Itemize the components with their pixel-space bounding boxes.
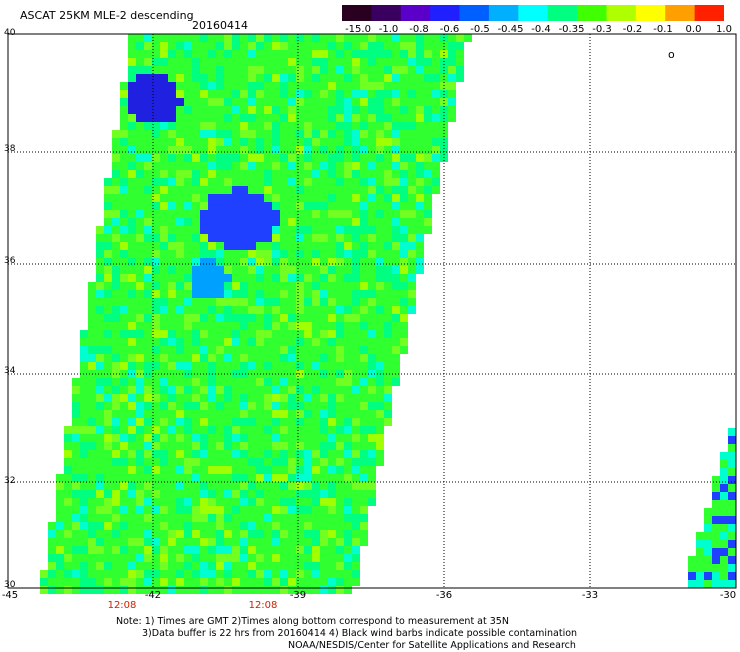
lon-label-45: -45 — [1, 590, 19, 601]
time-label-2: 12:08 — [248, 600, 278, 611]
grid-lines — [8, 34, 736, 588]
data-swath — [40, 34, 736, 594]
colorbar-tick-label: 1.0 — [716, 24, 732, 35]
colorbar-tick-label: -0.4 — [531, 24, 551, 35]
colorbar-tick-label: -0.5 — [470, 24, 490, 35]
colorbar-segment — [459, 5, 490, 21]
colorbar-segment — [694, 5, 724, 21]
map-frame — [7, 33, 737, 589]
colorbar-tick-label: -0.2 — [622, 24, 643, 35]
lon-label-30: -30 — [719, 590, 737, 601]
lat-label-32: 32 — [4, 476, 16, 486]
colorbar-segment — [400, 5, 431, 21]
lat-label-40: 40 — [4, 28, 16, 38]
colorbar-tick-label: -15.0 — [345, 24, 371, 35]
colorbar-tick-label: -0.45 — [497, 24, 524, 35]
map-title: ASCAT 25KM MLE-2 descending — [20, 9, 194, 22]
note-line-1: Note: 1) Times are GMT 2)Times along bot… — [116, 616, 509, 627]
lat-label-30: 30 — [4, 580, 16, 590]
colorbar-segment — [635, 5, 666, 21]
colorbar-segment — [577, 5, 607, 21]
colorbar-tick-label: -0.35 — [558, 24, 585, 35]
lon-label-39: -39 — [289, 590, 307, 601]
colorbar-segment — [547, 5, 578, 21]
colorbar-tick-label: -0.1 — [653, 24, 673, 35]
lon-label-36: -36 — [435, 590, 453, 601]
footer-notes: Note: 1) Times are GMT 2)Times along bot… — [116, 616, 577, 652]
colorbar-segment — [606, 5, 637, 21]
colorbar-segment — [430, 5, 461, 21]
colorbar-tick-label: -0.6 — [439, 24, 460, 35]
time-label-1: 12:08 — [107, 600, 137, 611]
lat-label-34: 34 — [4, 366, 16, 376]
colorbar-segment — [488, 5, 519, 21]
lon-label-33: -33 — [581, 590, 599, 601]
marker-symbol: o — [668, 48, 675, 61]
note-line-2: 3)Data buffer is 22 hrs from 20160414 4)… — [142, 628, 578, 639]
lat-label-38: 38 — [4, 144, 16, 154]
colorbar-labels: -15.0 -1.0 -0.8 -0.6 -0.5 -0.45 -0.4 -0.35 -0.3-… — [0, 24, 740, 38]
colorbar-tick-label: 0.0 — [685, 24, 702, 35]
colorbar-segment — [371, 5, 402, 21]
colorbar-segment — [342, 5, 372, 21]
colorbar-segment — [518, 5, 549, 21]
colorbar — [342, 5, 724, 21]
colorbar-segment — [665, 5, 696, 21]
colorbar-tick-label: -1.0 — [378, 24, 399, 35]
map-date: 20160414 — [192, 19, 248, 32]
note-line-3: NOAA/NESDIS/Center for Satellite Applica… — [288, 640, 576, 651]
lat-label-36: 36 — [4, 256, 16, 266]
colorbar-tick-label: -0.3 — [592, 24, 612, 35]
colorbar-tick-label: -0.8 — [409, 24, 429, 35]
lon-label-42: -42 — [144, 590, 162, 601]
